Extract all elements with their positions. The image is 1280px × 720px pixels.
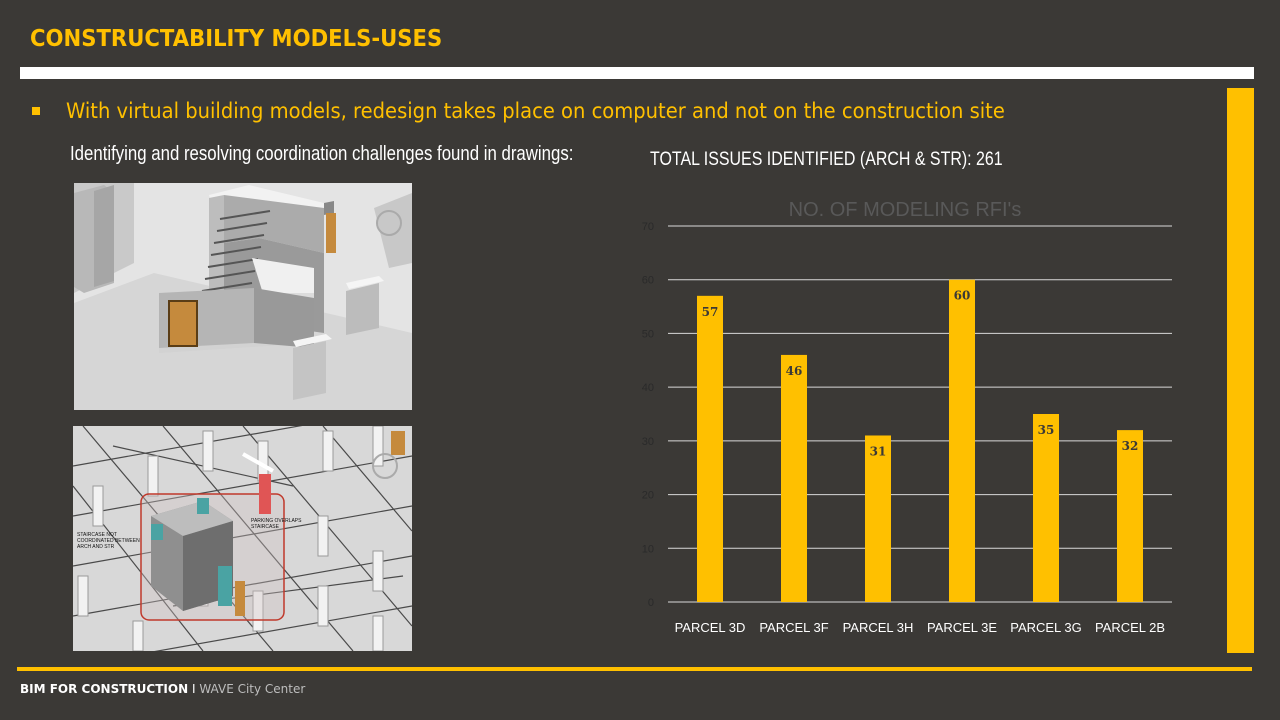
- y-tick-label: 30: [642, 436, 654, 448]
- x-category-label: PARCEL 3G: [1010, 620, 1082, 635]
- data-label: 32: [1122, 439, 1139, 453]
- clash-label-left-1: STAIRCASE NOT: [77, 532, 117, 538]
- x-category-label: PARCEL 3H: [843, 620, 914, 635]
- bar: [1117, 430, 1143, 602]
- clash-label-left-3: ARCH AND STR: [77, 544, 115, 550]
- y-tick-label: 60: [642, 275, 654, 287]
- y-tick-label: 40: [642, 382, 654, 394]
- y-tick-label: 0: [648, 597, 654, 609]
- chart-title: NO. OF MODELING RFI's: [789, 199, 1022, 221]
- chart-bars: [697, 279, 1143, 602]
- bar: [1033, 414, 1059, 602]
- footer-divider: [17, 667, 1252, 671]
- subheading: Identifying and resolving coordination c…: [70, 143, 574, 165]
- bar: [865, 435, 891, 602]
- data-label: 60: [954, 289, 971, 303]
- clash-label-left-2: COORDINATED BETWEEN: [77, 538, 140, 544]
- bar: [697, 295, 723, 602]
- title-divider: [20, 67, 1254, 79]
- data-label: 57: [702, 305, 719, 319]
- bar: [949, 279, 975, 602]
- clash-label-right-2: STAIRCASE: [251, 524, 280, 530]
- total-issues: TOTAL ISSUES IDENTIFIED (ARCH & STR): 26…: [650, 149, 1003, 170]
- rfi-bar-chart: NO. OF MODELING RFI's 0 10 20 30 40 50 60 70 57…: [642, 199, 1172, 635]
- bar: [781, 354, 807, 602]
- staircase-model-image: [74, 183, 412, 410]
- footer-brand: BIM FOR CONSTRUCTION: [20, 682, 189, 696]
- y-tick-label: 10: [642, 543, 654, 555]
- x-category-label: PARCEL 3E: [927, 620, 997, 635]
- footer-separator: I: [191, 682, 196, 696]
- data-label: 35: [1038, 423, 1055, 437]
- x-category-label: PARCEL 3D: [675, 620, 746, 635]
- data-label: 31: [870, 444, 887, 458]
- y-tick-label: 70: [642, 221, 654, 233]
- bullet-text: With virtual building models, redesign t…: [66, 99, 1005, 123]
- x-category-label: PARCEL 3F: [759, 620, 828, 635]
- bullet-square-icon: [32, 107, 40, 115]
- footer: BIM FOR CONSTRUCTION I WAVE City Center: [20, 682, 305, 696]
- clash-label-right-1: PARKING OVERLAPS: [251, 518, 302, 524]
- accent-bar: [1227, 88, 1254, 653]
- clash-model-image: STAIRCASE NOT COORDINATED BETWEEN ARCH A…: [73, 426, 412, 651]
- slide-title: CONSTRUCTABILITY MODELS-USES: [30, 26, 443, 52]
- y-tick-label: 20: [642, 490, 654, 502]
- chart-grid: 0 10 20 30 40 50 60 70: [642, 221, 1172, 609]
- y-tick-label: 50: [642, 328, 654, 340]
- x-category-label: PARCEL 2B: [1095, 620, 1165, 635]
- footer-project: WAVE City Center: [199, 682, 306, 696]
- data-label: 46: [786, 364, 803, 378]
- chart-labels: 57 PARCEL 3D 46 PARCEL 3F 31 PARCEL 3H 60 PARCE…: [675, 289, 1165, 635]
